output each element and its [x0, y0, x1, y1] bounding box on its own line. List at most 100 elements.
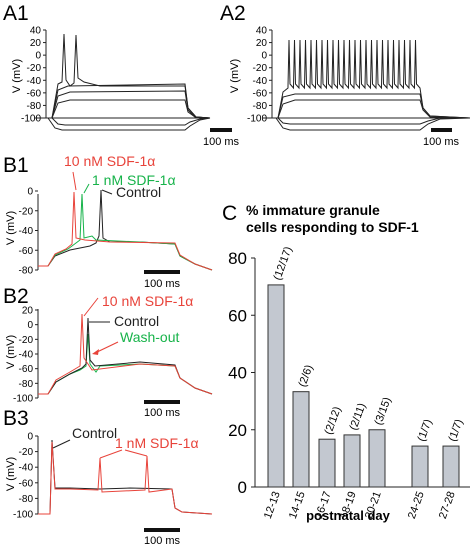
c-bar-label: (1/7) [416, 418, 435, 443]
b2-label-washout: Wash-out [120, 329, 180, 345]
c-bar [318, 438, 336, 488]
b1-trace-10nm [38, 191, 213, 271]
panel-label-b1: B1 [3, 154, 29, 177]
a1-ytick-label: -80 [27, 101, 42, 112]
c-ytick-label: 60 [228, 306, 247, 325]
c-title-line-1: % immature granule [246, 202, 380, 218]
c-bar [368, 429, 386, 488]
panel-label-a1: A1 [3, 2, 29, 25]
a2-traces [262, 39, 471, 131]
a2-ytick-label: 0 [261, 51, 267, 62]
a2-ytick-label: 40 [256, 26, 268, 37]
b2-ytick-label: -40 [19, 350, 34, 361]
b3-ylabel: V (mV) [5, 457, 17, 491]
c-bar [343, 434, 361, 488]
b1-pointer-10nm [72, 171, 77, 191]
a1-traces [34, 33, 211, 131]
panel-label-b3: B3 [3, 407, 29, 430]
c-bar [442, 445, 460, 488]
panel-label-c: C [222, 202, 237, 225]
a2-trace-spike-train [272, 39, 471, 119]
b2-label-control: Control [114, 313, 159, 329]
a1-trace-dep2 [46, 90, 211, 119]
panel-label-a2: A2 [220, 2, 246, 25]
a1-ytick-label: -20 [27, 63, 42, 74]
b1-traces [38, 189, 213, 271]
c-ytick-label: 20 [228, 421, 247, 440]
b1-ytick-label: 0 [27, 187, 33, 198]
a1-ytick-label: 40 [30, 26, 42, 37]
b3-scalebar-label: 100 ms [144, 535, 181, 546]
b3-pointer-1nm-b [124, 449, 148, 457]
c-xtick-label: 24-25 [406, 490, 427, 521]
b1-ylabel: V (mV) [5, 211, 17, 245]
b1-scalebar-label: 100 ms [144, 278, 181, 290]
b1-ytick-label: -40 [19, 226, 34, 237]
a2-ytick-label: -60 [253, 88, 268, 99]
b1-ytick-label: -60 [19, 246, 34, 257]
panel-label-b2: B2 [3, 285, 29, 308]
panel-b1: V (mV) 0 -20 -40 -60 -80 10 nM SDF-1α 1 nM S… [5, 153, 213, 290]
b3-ytick-label: -60 [19, 478, 34, 489]
c-xtick-label: 14-15 [287, 490, 308, 521]
a1-ytick-label: -100 [21, 114, 41, 125]
b2-scalebar-label: 100 ms [144, 407, 181, 419]
b1-ytick-label: -80 [19, 266, 34, 277]
a2-ytick-label: -40 [253, 76, 268, 87]
a2-ytick-label: 20 [256, 38, 268, 49]
b3-traces [38, 439, 213, 515]
b1-label-10nm: 10 nM SDF-1α [64, 153, 155, 169]
a1-ylabel: V (mV) [11, 59, 23, 93]
a1-scalebar-label: 100 ms [203, 136, 240, 148]
c-xtick-label: 12-13 [262, 490, 283, 521]
panel-c: % immature granule cells responding to S… [228, 202, 470, 523]
c-bar-label: (3/15) [373, 396, 394, 427]
c-bar-label: (2/12) [323, 405, 344, 436]
b1-pointer-control [101, 189, 113, 195]
c-ytick-label: 80 [228, 249, 247, 268]
a2-ytick-label: -20 [253, 63, 268, 74]
a1-ytick-label: -60 [27, 88, 42, 99]
c-bar-label: (12/17) [272, 245, 295, 282]
c-title: % immature granule cells responding to S… [246, 202, 419, 235]
b3-ytick-label: -20 [19, 447, 34, 458]
b2-ylabel: V (mV) [5, 335, 17, 369]
a1-trace-hyper2 [46, 117, 211, 131]
a1-ytick-label: -40 [27, 76, 42, 87]
b1-ytick-label: -20 [19, 206, 34, 217]
b2-label-10nm: 10 nM SDF-1α [102, 293, 193, 309]
b2-ytick-label: -100 [13, 394, 33, 405]
a2-trace-hyper2 [272, 117, 471, 131]
b1-label-1nm: 1 nM SDF-1α [92, 172, 176, 188]
a1-ytick-label: 0 [35, 51, 41, 62]
b3-trace-control [38, 439, 213, 515]
a1-trace-hyper1 [46, 117, 211, 126]
b3-label-control: Control [72, 425, 117, 441]
b3-ytick-label: 0 [27, 432, 33, 443]
a1-trace-spikes [46, 33, 211, 119]
a2-trace-dep2 [272, 93, 471, 119]
panel-b2: V (mV) 200-20-40-60-80-100 10 nM SDF-1α … [5, 293, 213, 419]
b3-ytick-label: -100 [13, 510, 33, 521]
b2-ytick-label: 0 [27, 320, 33, 331]
a2-scalebar-label: 100 ms [423, 136, 460, 148]
b2-ytick-label: 20 [22, 306, 34, 317]
b2-ytick-label: -80 [19, 379, 34, 390]
a1-ytick-label: 20 [30, 38, 42, 49]
c-xlabel: postnatal day [306, 508, 391, 523]
b3-pointer-1nm-a [99, 449, 123, 459]
a2-ytick-label: -100 [247, 114, 267, 125]
a2-ylabel: V (mV) [229, 59, 241, 93]
panel-b3: V (mV) 0 -20 -40 -60 -80 -100 Control 1 nM SD… [5, 425, 213, 546]
b2-traces [38, 313, 213, 395]
b2-arrowhead-icon [92, 349, 99, 355]
b3-trace-1nm [38, 441, 213, 515]
b3-ytick-label: -40 [19, 463, 34, 474]
a1-trace-dep1 [46, 99, 211, 119]
c-ytick-label: 0 [238, 478, 247, 497]
c-title-line-2: cells responding to SDF-1 [246, 219, 419, 235]
